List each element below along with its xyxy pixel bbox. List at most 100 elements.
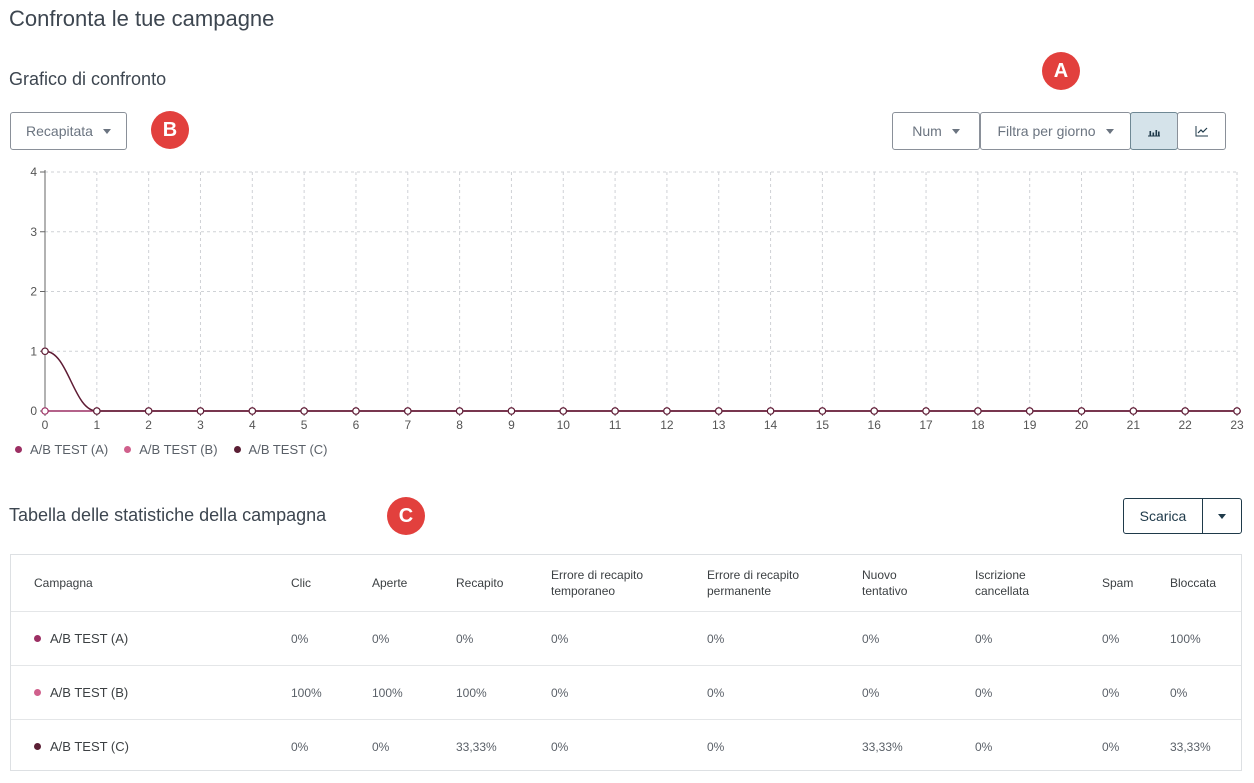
campaign-name: A/B TEST (A) <box>50 631 129 646</box>
y-tick-label: 2 <box>30 285 37 299</box>
chevron-down-icon <box>1218 513 1226 519</box>
table-row: A/B TEST (A) 0% 0% 0% 0% 0% 0% 0% 0% 100% <box>11 611 1241 666</box>
x-tick-label: 14 <box>764 418 778 432</box>
campaign-name-cell: A/B TEST (A) <box>11 611 291 666</box>
legend-color-dot <box>124 446 132 453</box>
bar-chart-icon <box>1148 130 1160 137</box>
x-tick-label: 2 <box>145 418 152 432</box>
data-point <box>41 407 49 415</box>
legend-item[interactable]: A/B TEST (A) <box>15 442 108 457</box>
stat-cell: 0% <box>551 719 707 770</box>
column-header: Clic <box>291 576 311 590</box>
stat-cell: 0% <box>862 665 975 720</box>
campaign-stats-table: Campagna Clic Aperte Recapito Errore di reca… <box>10 554 1242 771</box>
data-point <box>714 407 723 415</box>
data-point <box>766 407 775 415</box>
campaign-color-dot <box>34 743 41 750</box>
data-point <box>507 407 516 415</box>
x-tick-label: 22 <box>1178 418 1192 432</box>
legend-label: A/B TEST (C) <box>248 442 328 457</box>
x-tick-label: 11 <box>609 418 622 432</box>
data-point <box>1025 407 1034 415</box>
x-tick-label: 9 <box>508 418 515 432</box>
stat-cell: 0% <box>975 611 1102 666</box>
data-point <box>93 407 101 415</box>
y-tick-label: 3 <box>30 225 37 239</box>
data-point <box>559 407 568 415</box>
data-point <box>300 407 308 415</box>
stat-cell: 0% <box>291 611 372 666</box>
campaign-color-dot <box>34 689 41 696</box>
num-dropdown[interactable]: Num <box>892 112 980 150</box>
data-point <box>41 347 49 356</box>
marker-c: C <box>387 497 425 535</box>
stat-cell: 0% <box>372 611 456 666</box>
stat-cell: 33,33% <box>456 719 551 770</box>
stat-cell: 100% <box>291 665 372 720</box>
x-tick-label: 7 <box>404 418 411 432</box>
legend-item[interactable]: A/B TEST (B) <box>124 442 218 457</box>
x-tick-label: 10 <box>557 418 571 432</box>
stat-cell: 0% <box>975 719 1102 770</box>
data-point <box>196 407 205 415</box>
x-tick-label: 4 <box>249 418 256 432</box>
x-tick-label: 23 <box>1230 418 1244 432</box>
download-button[interactable]: Scarica <box>1124 499 1203 533</box>
series-line <box>44 350 1237 412</box>
stat-cell: 0% <box>707 611 862 666</box>
data-point <box>663 407 671 415</box>
metric-dropdown-label: Recapitata <box>26 123 93 139</box>
legend-color-dot <box>233 446 241 453</box>
column-header: Campagna <box>34 576 93 590</box>
campaign-name: A/B TEST (B) <box>50 685 129 700</box>
stat-cell: 33,33% <box>862 719 975 770</box>
y-tick-label: 4 <box>30 165 37 179</box>
table-header-row: Campagna Clic Aperte Recapito Errore di reca… <box>11 555 1241 612</box>
legend-color-dot <box>15 446 22 453</box>
filter-day-dropdown-label: Filtra per giorno <box>997 123 1096 139</box>
stat-cell: 0% <box>1102 719 1170 770</box>
x-tick-label: 3 <box>197 418 204 432</box>
data-point <box>248 407 257 415</box>
filter-day-dropdown[interactable]: Filtra per giorno <box>980 112 1131 150</box>
column-header: Iscrizione cancellata <box>975 568 1030 598</box>
stat-cell: 0% <box>1102 665 1170 720</box>
line-chart-icon <box>1195 126 1208 137</box>
column-header: Bloccata <box>1170 576 1217 590</box>
data-point <box>1129 407 1138 415</box>
column-header: Recapito <box>456 576 504 590</box>
line-view-button[interactable] <box>1177 112 1226 150</box>
download-options-button[interactable] <box>1203 499 1241 533</box>
stat-cell: 0% <box>456 611 551 666</box>
series-line <box>44 350 1237 412</box>
campaign-color-dot <box>34 635 41 642</box>
data-point <box>144 407 153 415</box>
marker-a: A <box>1042 52 1080 90</box>
stat-cell: 0% <box>372 719 456 770</box>
data-point <box>455 407 464 415</box>
data-point <box>1077 407 1086 415</box>
stat-cell: 0% <box>707 719 862 770</box>
campaign-name-cell: A/B TEST (C) <box>11 719 291 770</box>
chevron-down-icon <box>951 128 960 134</box>
column-header: Errore di recapito permanente <box>707 568 800 598</box>
stat-cell: 0% <box>551 611 707 666</box>
x-tick-label: 17 <box>919 418 933 432</box>
legend-label: A/B TEST (A) <box>30 442 109 457</box>
x-tick-label: 18 <box>971 418 985 432</box>
data-point <box>870 407 879 415</box>
data-point <box>974 407 982 415</box>
page-title: Confronta le tue campagne <box>9 6 275 31</box>
table-row: A/B TEST (B) 100% 100% 100% 0% 0% 0% 0% 0% 0% <box>11 665 1241 720</box>
x-tick-label: 12 <box>660 418 674 432</box>
metric-dropdown[interactable]: Recapitata <box>10 112 127 150</box>
y-tick-label: 0 <box>30 404 37 418</box>
x-tick-label: 0 <box>42 418 49 432</box>
chevron-down-icon <box>1105 128 1114 134</box>
bar-view-button[interactable] <box>1130 112 1178 150</box>
legend-item[interactable]: A/B TEST (C) <box>233 442 328 457</box>
campaign-name: A/B TEST (C) <box>50 739 129 754</box>
x-tick-label: 19 <box>1023 418 1037 432</box>
stat-cell: 100% <box>456 665 551 720</box>
